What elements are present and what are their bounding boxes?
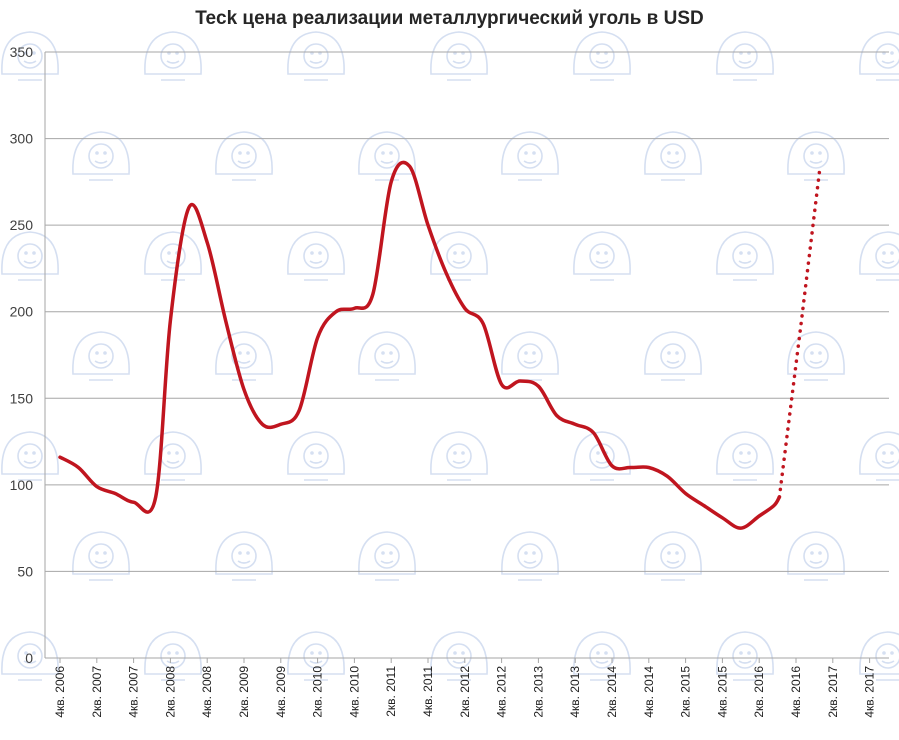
watermark-mark [859,631,899,681]
watermark-mark [430,31,488,81]
x-tick-label: 4кв. 2012 [495,666,509,718]
x-tick-label: 2кв. 2017 [826,666,840,718]
x-tick-label: 4кв. 2017 [863,666,877,718]
watermark-mark [644,331,702,381]
x-tick-label: 2кв. 2016 [752,666,766,718]
series-layer [58,160,822,530]
y-tick-label: 300 [10,131,34,147]
x-tick-label: 4кв. 2016 [789,666,803,718]
x-tick-label: 2кв. 2009 [237,666,251,718]
watermark-mark [573,231,631,281]
watermark-mark [72,131,130,181]
y-tick-label: 250 [10,217,34,233]
watermark-mark [1,231,59,281]
watermark-mark [644,531,702,581]
y-tick-label: 100 [10,477,34,493]
series-line-forecast [777,166,822,499]
watermark-layer [1,31,899,681]
watermark-mark [787,331,845,381]
x-tick-label: 2кв. 2012 [458,666,472,718]
watermark-mark [215,331,273,381]
y-tick-label: 0 [25,650,33,666]
watermark-mark [72,531,130,581]
watermark-mark [144,231,202,281]
chart-title: Teck цена реализации металлургический уг… [195,8,704,29]
watermark-mark [716,31,774,81]
y-tick-label: 50 [17,563,33,579]
watermark-mark [358,331,416,381]
watermark-mark [287,231,345,281]
watermark-mark [1,431,59,481]
watermark-mark [287,431,345,481]
x-tick-label: 2кв. 2014 [605,666,619,718]
y-tick-label: 350 [10,44,34,60]
x-tick-label: 2кв. 2013 [531,666,545,718]
y-tick-label: 150 [10,390,34,406]
gridlines [44,51,889,659]
watermark-mark [859,431,899,481]
x-tick-label: 2кв. 2015 [679,666,693,718]
watermark-mark [1,631,59,681]
watermark-mark [430,431,488,481]
watermark-mark [144,631,202,681]
watermark-mark [144,431,202,481]
watermark-mark [215,131,273,181]
x-tick-label: 2кв. 2010 [311,666,325,718]
watermark-mark [501,331,559,381]
watermark-mark [716,231,774,281]
y-tick-label: 200 [10,304,34,320]
series-line [58,160,782,530]
watermark-mark [573,31,631,81]
x-tick-label: 4кв. 2010 [347,666,361,718]
x-tick-label: 4кв. 2013 [568,666,582,718]
x-tick-label: 4кв. 2009 [274,666,288,718]
watermark-mark [358,531,416,581]
watermark-mark [72,331,130,381]
watermark-mark [644,131,702,181]
watermark-mark [430,631,488,681]
watermark-mark [859,231,899,281]
watermark-mark [287,631,345,681]
x-tick-label: 4кв. 2015 [715,666,729,718]
watermark-mark [787,131,845,181]
watermark-mark [787,531,845,581]
x-tick-label: 4кв. 2011 [421,666,435,717]
watermark-mark [501,131,559,181]
x-axis-ticks: 4кв. 2006 2кв. 2007 4кв. 2007 2кв. 2008 4кв.… [53,658,877,718]
x-tick-label: 2кв. 2011 [384,666,398,717]
y-axis-ticks: 0 50 100 150 200 250 300 350 [10,44,34,666]
watermark-mark [358,131,416,181]
watermark-mark [573,431,631,481]
x-tick-label: 2кв. 2008 [163,666,177,718]
watermark-mark [573,631,631,681]
x-tick-label: 2кв. 2007 [90,666,104,718]
x-tick-label: 4кв. 2014 [642,666,656,718]
watermark-mark [859,31,899,81]
watermark-mark [215,531,273,581]
watermark-mark [716,631,774,681]
x-tick-label: 4кв. 2007 [127,666,141,718]
watermark-mark [1,31,59,81]
watermark-mark [144,31,202,81]
x-tick-label: 4кв. 2006 [53,666,67,718]
x-tick-label: 4кв. 2008 [200,666,214,718]
watermark-mark [287,31,345,81]
watermark-mark [501,531,559,581]
watermark-mark [716,431,774,481]
